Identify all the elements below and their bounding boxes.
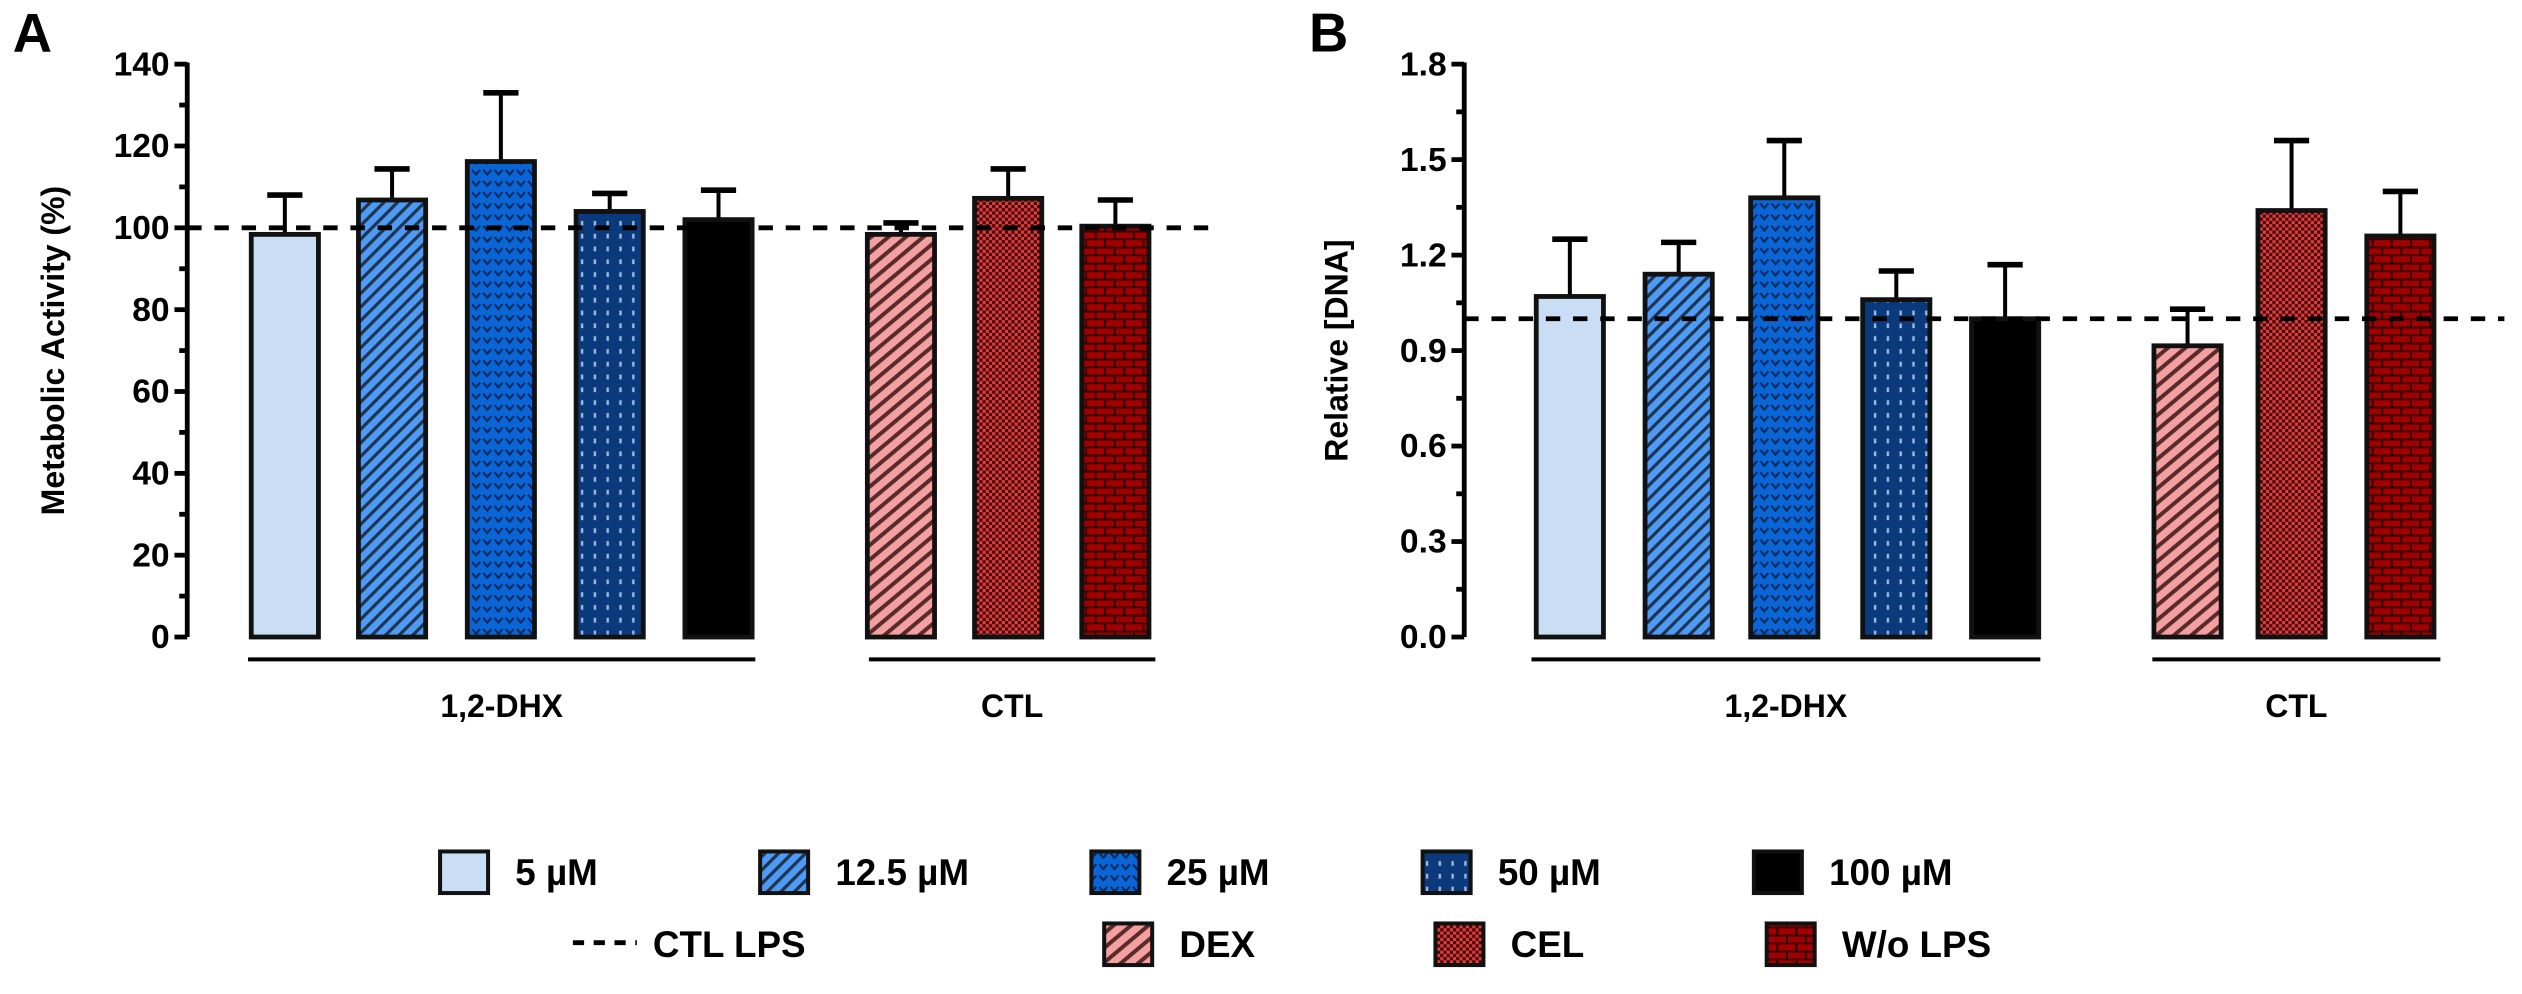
- bar-w-o-lps: [2364, 233, 2437, 640]
- bar-5-m: [248, 231, 321, 640]
- bar-dex: [864, 231, 937, 640]
- bar-12-5-m: [356, 197, 429, 640]
- legend-label: 25 µM: [1167, 852, 1270, 893]
- y-tick-label: 0: [151, 619, 170, 656]
- panel-letter: B: [1309, 2, 1348, 63]
- bar-25-m: [464, 159, 537, 640]
- y-tick-label: 120: [114, 128, 170, 165]
- y-tick-label: 20: [132, 537, 169, 574]
- legend-swatch: [1764, 921, 1817, 968]
- legend-label: DEX: [1179, 924, 1255, 965]
- y-axis-label: Relative [DNA]: [1318, 239, 1354, 461]
- y-tick-label: 0.9: [1400, 333, 1447, 370]
- y-tick-label: 0.3: [1400, 524, 1447, 561]
- legend-swatch: [438, 849, 491, 896]
- legend-swatch: [1751, 849, 1804, 896]
- legend-swatch: [1102, 921, 1155, 968]
- legend-label: W/o LPS: [1842, 924, 1991, 965]
- bar-25-m: [1748, 195, 1821, 640]
- y-axis-label: Metabolic Activity (%): [35, 186, 71, 516]
- bar-5-m: [1533, 294, 1606, 640]
- bar-50-m: [1860, 297, 1933, 640]
- bar-100-m: [682, 217, 755, 640]
- bar-w-o-lps: [1079, 223, 1152, 640]
- y-tick-label: 1.8: [1400, 46, 1447, 83]
- y-tick-label: 140: [114, 46, 170, 83]
- legend-label: 5 µM: [515, 852, 598, 893]
- bar-100-m: [1969, 316, 2042, 640]
- group-label: 1,2-DHX: [1725, 688, 1848, 724]
- y-tick-label: 1.2: [1400, 237, 1447, 274]
- legend-swatch: [758, 849, 811, 896]
- legend-label: 12.5 µM: [835, 852, 969, 893]
- legend-swatch: [1433, 921, 1486, 968]
- y-tick-label: 0.6: [1400, 428, 1447, 465]
- group-label: 1,2-DHX: [440, 688, 563, 724]
- panel-A: A Metabolic Activity (%) 0 20 40 60 80 100 120 14…: [13, 2, 1217, 724]
- y-tick-label: 40: [132, 456, 169, 493]
- bar-cel: [972, 195, 1045, 640]
- legend-label: 100 µM: [1829, 852, 1952, 893]
- y-tick-label: 0.0: [1400, 619, 1447, 656]
- bar-50-m: [573, 209, 646, 640]
- legend-swatch: [1089, 849, 1142, 896]
- y-tick-label: 100: [114, 210, 170, 247]
- bar-cel: [2255, 208, 2328, 640]
- legend-label: CTL LPS: [653, 924, 806, 965]
- group-label: CTL: [2265, 688, 2327, 724]
- bar-12-5-m: [1642, 271, 1715, 640]
- legend-label: 50 µM: [1498, 852, 1601, 893]
- legend: 5 µM 12.5 µM 25 µM 50 µM 100 µM CTL LPS DEX CEL…: [438, 849, 1991, 968]
- y-tick-label: 1.5: [1400, 142, 1447, 179]
- bar-dex: [2151, 343, 2224, 640]
- legend-label: CEL: [1511, 924, 1585, 965]
- y-tick-label: 80: [132, 292, 169, 329]
- group-label: CTL: [981, 688, 1043, 724]
- y-tick-label: 60: [132, 374, 169, 411]
- panel-letter: A: [13, 2, 52, 63]
- legend-swatch: [1420, 849, 1473, 896]
- panel-B: B Relative [DNA] 0.0 0.3 0.6 0.9 1.2 1.5 1.8 1,2-…: [1309, 2, 2505, 724]
